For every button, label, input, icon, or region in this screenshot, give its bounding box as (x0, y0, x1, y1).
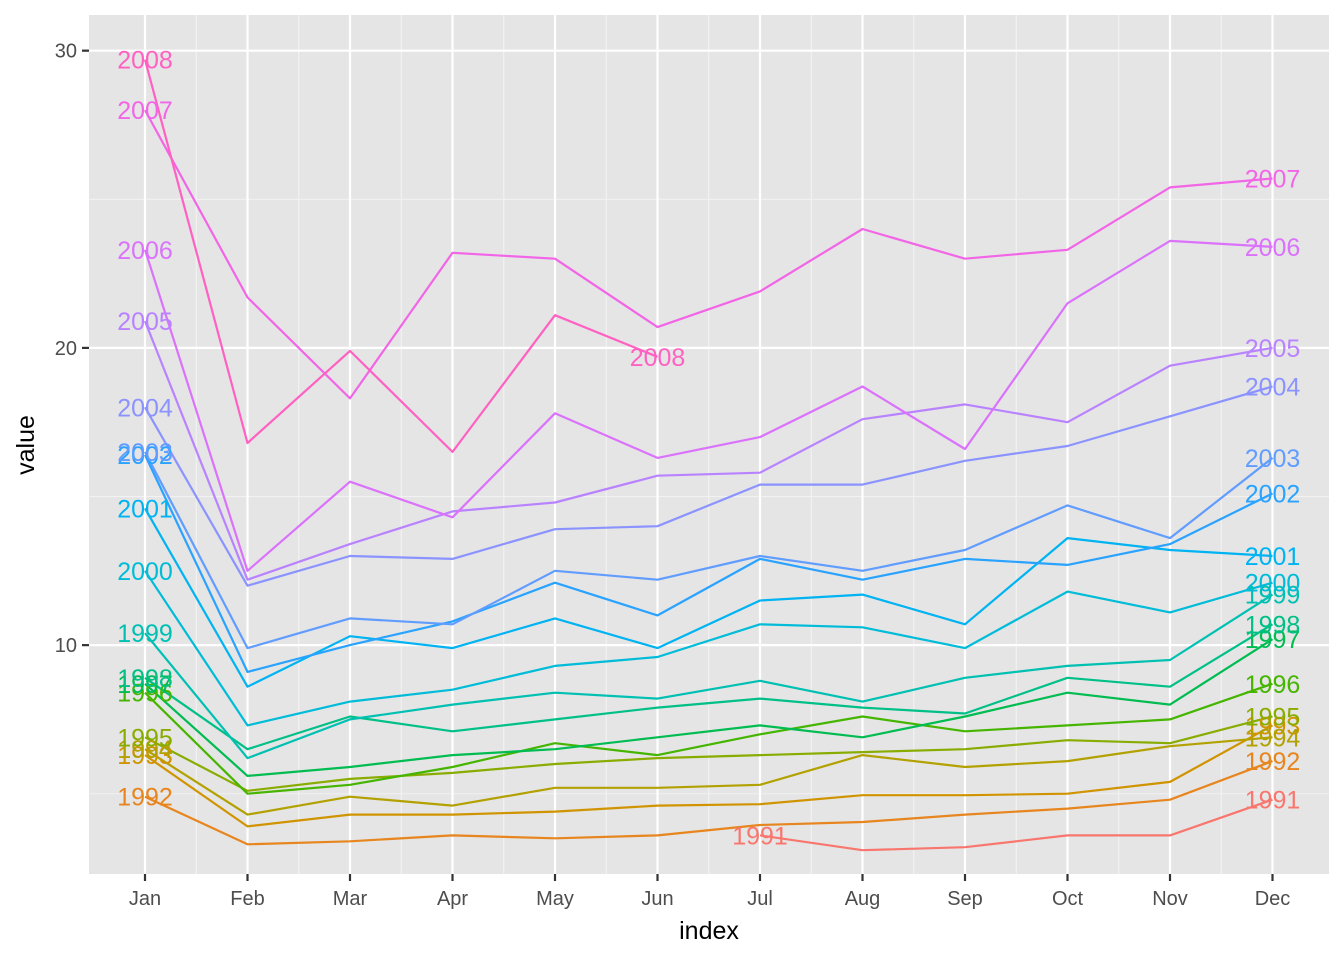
series-label-2001: 2001 (117, 495, 173, 523)
series-label-2002: 2002 (1245, 481, 1301, 509)
series-line-2002 (144, 454, 1273, 674)
series-line-2007 (144, 109, 1273, 400)
x-tick-label: Jun (641, 888, 673, 910)
series-line-1991 (759, 798, 1273, 852)
series-label-1995: 1995 (117, 724, 173, 752)
series-line-2006 (143, 239, 1273, 572)
x-tick-label: Apr (437, 888, 468, 910)
x-tick-label: Sep (947, 888, 983, 910)
x-tick-label: Mar (333, 888, 368, 910)
x-tick-label: Nov (1152, 888, 1188, 910)
y-axis: 10 20 30 (55, 41, 89, 657)
series-label-2008: 2008 (117, 47, 173, 75)
x-tick-label: May (536, 888, 574, 910)
series-label-2005: 2005 (117, 308, 173, 336)
x-tick-label: Oct (1052, 888, 1084, 910)
x-axis: Jan Feb Mar Apr May Jun Jul Aug Sep Oct Nov Dec (129, 874, 1290, 910)
series-label-1999: 1999 (1245, 582, 1301, 610)
x-tick-label: Aug (845, 888, 881, 910)
series-label-1996: 1996 (1245, 671, 1301, 699)
series-label-2006: 2006 (117, 237, 173, 265)
series-label-2000: 2000 (117, 558, 173, 586)
series-label-2005: 2005 (1245, 335, 1301, 363)
series-label-1998: 1998 (1245, 611, 1301, 639)
series-line-1995 (144, 715, 1273, 792)
y-tick-label: 20 (55, 338, 77, 360)
series-label-1993: 1993 (1245, 712, 1301, 740)
series-label-1998: 1998 (117, 665, 173, 693)
series-lines (143, 59, 1274, 852)
series-label-1999: 1999 (117, 620, 173, 648)
x-axis-title: index (679, 917, 739, 945)
series-line-2008 (143, 59, 658, 453)
series-label-2000: 2000 (1245, 570, 1301, 598)
series-label-2003: 2003 (117, 439, 173, 467)
y-tick-label: 30 (55, 41, 77, 63)
y-tick-label: 10 (55, 635, 77, 657)
series-line-1993 (144, 724, 1274, 828)
series-label-2007: 2007 (117, 97, 173, 125)
series-label-1992: 1992 (1245, 748, 1301, 776)
y-axis-title: value (12, 415, 40, 475)
series-label-1991: 1991 (732, 822, 788, 850)
series-label-2001: 2001 (1245, 543, 1301, 571)
series-label-1997: 1997 (117, 671, 173, 699)
series-line-2001 (144, 507, 1273, 688)
series-line-2003 (144, 451, 1274, 650)
series-label-2004: 2004 (117, 394, 173, 422)
series-line-1998 (144, 623, 1274, 751)
series-line-1999 (144, 593, 1274, 760)
series-label-1997: 1997 (1245, 626, 1301, 654)
series-label-1993: 1993 (117, 742, 173, 770)
series-line-2004 (144, 385, 1273, 587)
series-line-2005 (143, 320, 1273, 581)
series-label-2002: 2002 (117, 442, 173, 470)
x-tick-label: Dec (1255, 888, 1291, 910)
x-tick-label: Feb (230, 888, 264, 910)
x-tick-label: Jul (747, 888, 773, 910)
series-label-2006: 2006 (1245, 234, 1301, 262)
series-label-2004: 2004 (1245, 374, 1301, 402)
series-label-2003: 2003 (1245, 445, 1301, 473)
x-tick-label: Jan (129, 888, 161, 910)
series-line-1994 (144, 736, 1273, 816)
series-label-1996: 1996 (117, 680, 173, 708)
series-label-1995: 1995 (1245, 703, 1301, 731)
series-line-1996 (144, 682, 1273, 795)
series-line-1997 (144, 638, 1274, 778)
series-line-1992 (144, 760, 1273, 846)
series-line-2000 (144, 570, 1273, 727)
series-label-1994: 1994 (1245, 724, 1301, 752)
series-label-1994: 1994 (117, 736, 173, 764)
series-label-1992: 1992 (117, 784, 173, 812)
series-label-2007: 2007 (1245, 165, 1301, 193)
series-label-2008: 2008 (630, 344, 686, 372)
series-label-1991: 1991 (1245, 787, 1301, 815)
